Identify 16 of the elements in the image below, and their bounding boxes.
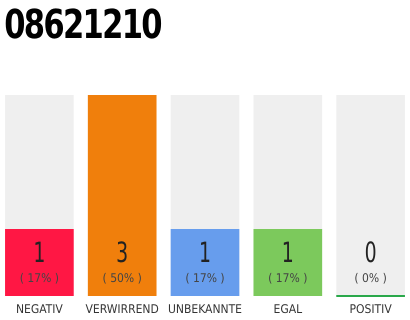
x-tick-label: NEGATIV [16, 302, 64, 316]
x-tick-label: VERWIRREND [86, 302, 159, 316]
chart-title: 08621210 [4, 1, 162, 48]
data-label: 1 [33, 236, 46, 269]
data-label: 1 [282, 236, 294, 269]
annotation: ( 0% ) [354, 271, 387, 285]
data-label: 1 [198, 236, 212, 269]
annotation: ( 17% ) [268, 271, 308, 285]
data-label: 3 [116, 236, 128, 269]
x-tick-label: UNBEKANNTE [168, 302, 242, 316]
annotation: ( 17% ) [185, 271, 225, 285]
x-tick-label: POSITIV [350, 302, 392, 316]
annotation: ( 50% ) [102, 271, 142, 285]
x-tick-label: EGAL [274, 302, 302, 316]
annotation: ( 17% ) [20, 271, 60, 285]
data-label: 0 [364, 236, 377, 269]
